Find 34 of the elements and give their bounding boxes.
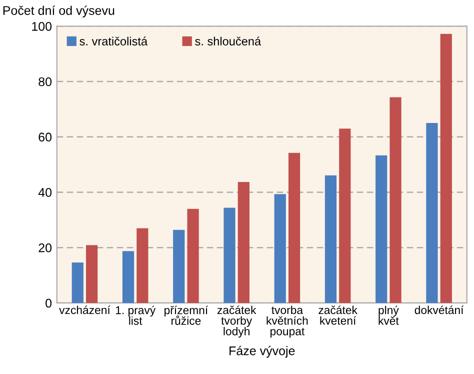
legend-label: s. vratičolistá [80, 36, 148, 46]
legend-label: s. shloučená [195, 36, 262, 46]
bar [187, 208, 199, 303]
x-tick-label: 1. pravý list [116, 306, 156, 325]
x-tick-label: začátek kvetení [318, 306, 358, 325]
bar [224, 208, 236, 303]
bar [339, 128, 351, 303]
bar [238, 182, 250, 303]
bar [86, 245, 98, 303]
y-axis-title: Počet dní od výsevu [3, 6, 114, 18]
x-axis-title: Fáze vývoje [230, 346, 295, 358]
y-tick-label: 0 [46, 298, 52, 308]
x-tick-label: tvorba květních poupat [266, 306, 308, 338]
x-tick-label: vzcházení [59, 306, 110, 314]
bar [288, 152, 300, 303]
bar [390, 97, 402, 303]
bar [324, 175, 337, 303]
x-tick-label: plný květ [378, 306, 399, 325]
bar [173, 230, 185, 303]
y-tick-label: 60 [38, 132, 52, 142]
bar [72, 262, 84, 303]
bar [426, 123, 438, 303]
x-tick-label: přízemní růžice [164, 306, 208, 325]
y-tick-label: 80 [38, 77, 52, 86]
bar [136, 228, 148, 303]
y-tick-label: 40 [38, 188, 52, 197]
bar [376, 155, 388, 303]
bar [122, 251, 134, 303]
y-tick-label: 100 [32, 22, 52, 31]
bar [274, 194, 286, 303]
bar [440, 34, 452, 303]
y-tick-label: 20 [38, 243, 52, 252]
x-tick-label: dokvétání [414, 306, 464, 314]
x-tick-label: začátek tvorby lodyh [217, 306, 256, 338]
